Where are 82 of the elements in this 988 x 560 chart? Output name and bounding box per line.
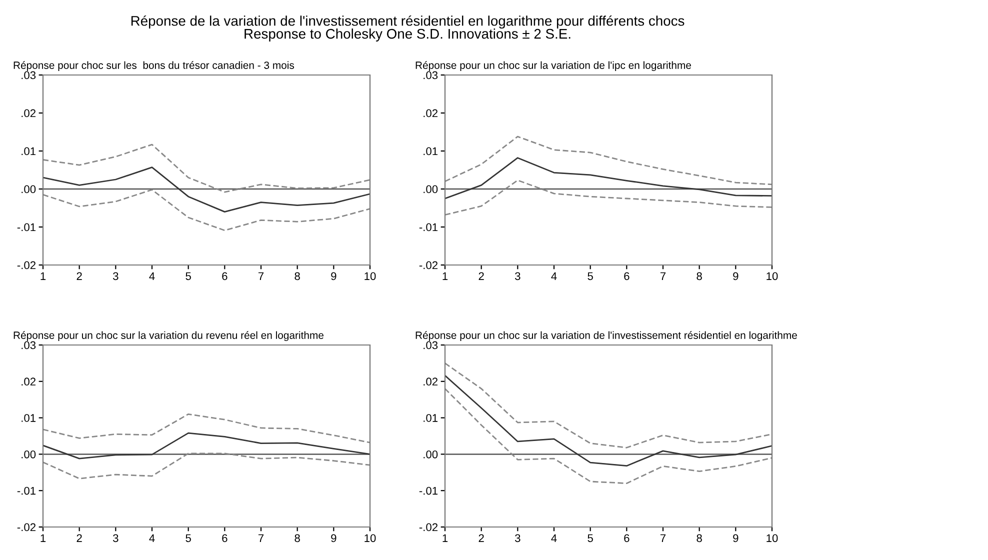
x-tick-label: 1 bbox=[40, 272, 46, 280]
line-series bbox=[43, 432, 370, 460]
y-tick-label: .03 bbox=[22, 341, 36, 350]
y-tick-label: .01 bbox=[424, 414, 438, 422]
x-tick-label: 2 bbox=[76, 272, 82, 280]
y-tick-label: .03 bbox=[424, 71, 438, 80]
y-tick-label: -.02 bbox=[17, 261, 36, 270]
text: Response to Cholesky One S.D. Innovations ± 2 S.E. bbox=[244, 28, 570, 42]
y-tick-label: .01 bbox=[424, 147, 438, 156]
y-tick-label: .03 bbox=[424, 341, 438, 350]
y-tick-label: .01 bbox=[22, 414, 36, 422]
x-tick-label: 4 bbox=[551, 534, 557, 542]
line-series bbox=[43, 189, 370, 232]
y-tick-label: -.01 bbox=[17, 223, 36, 232]
chart-title: Réponse pour choc sur les bons du trésor canadien - 3 mois bbox=[14, 61, 294, 71]
line-series bbox=[445, 180, 772, 216]
chart-title: Réponse pour un choc sur la variation de l'investissement résidentiel en logarithme bbox=[416, 331, 797, 341]
x-tick-label: 1 bbox=[442, 534, 448, 542]
x-tick-label: 10 bbox=[364, 272, 376, 280]
x-tick-label: 7 bbox=[660, 534, 666, 542]
y-tick-label: .00 bbox=[424, 185, 438, 194]
x-tick-label: 5 bbox=[186, 534, 191, 542]
line-series bbox=[445, 388, 772, 484]
x-tick-label: 8 bbox=[294, 272, 300, 280]
y-tick-label: .00 bbox=[22, 450, 36, 458]
y-tick-label: .02 bbox=[424, 109, 438, 118]
text: Réponse de la variation de l'investissement résidentiel en logarithme pour différents chocs bbox=[131, 15, 684, 29]
y-tick-label: .00 bbox=[22, 185, 36, 194]
x-tick-label: 3 bbox=[113, 272, 118, 280]
line-series bbox=[43, 452, 370, 480]
line-series bbox=[445, 157, 772, 200]
chart-title: Réponse pour un choc sur la variation du revenu réel en logarithme bbox=[14, 331, 324, 341]
x-tick-label: 4 bbox=[551, 272, 557, 280]
x-tick-label: 3 bbox=[113, 534, 118, 542]
x-tick-label: 10 bbox=[364, 534, 376, 542]
line-series bbox=[445, 362, 772, 448]
x-tick-label: 10 bbox=[766, 272, 778, 280]
x-tick-label: 1 bbox=[442, 272, 448, 280]
x-tick-label: 9 bbox=[331, 272, 336, 280]
line-series bbox=[43, 166, 370, 212]
x-tick-label: 8 bbox=[696, 534, 702, 542]
x-tick-label: 7 bbox=[660, 272, 666, 280]
y-tick-label: -.02 bbox=[419, 261, 438, 270]
y-tick-label: -.01 bbox=[17, 486, 36, 495]
x-tick-label: 8 bbox=[294, 534, 300, 542]
x-tick-label: 1 bbox=[40, 534, 46, 542]
x-tick-label: 5 bbox=[588, 534, 593, 542]
x-tick-label: 3 bbox=[515, 272, 520, 280]
x-tick-label: 4 bbox=[149, 272, 155, 280]
y-tick-label: -.01 bbox=[419, 223, 438, 232]
line-series bbox=[43, 413, 370, 444]
y-tick-label: .01 bbox=[22, 147, 36, 156]
x-tick-label: 9 bbox=[331, 534, 336, 542]
x-tick-label: 2 bbox=[76, 534, 82, 542]
y-tick-label: .02 bbox=[424, 378, 438, 386]
y-tick-label: -.01 bbox=[419, 486, 438, 495]
y-tick-label: -.02 bbox=[419, 523, 438, 532]
chart-title: Réponse pour un choc sur la variation de l'ipc en logarithme bbox=[416, 61, 691, 71]
x-tick-label: 4 bbox=[149, 534, 155, 542]
x-tick-label: 2 bbox=[478, 534, 484, 542]
y-tick-label: .02 bbox=[22, 109, 36, 118]
x-tick-label: 9 bbox=[733, 272, 738, 280]
x-tick-label: 6 bbox=[624, 272, 630, 280]
line-series bbox=[43, 144, 370, 193]
x-tick-label: 7 bbox=[258, 534, 264, 542]
x-tick-label: 6 bbox=[624, 534, 630, 542]
x-tick-label: 8 bbox=[696, 272, 702, 280]
x-tick-label: 6 bbox=[222, 534, 228, 542]
x-tick-label: 6 bbox=[222, 272, 228, 280]
line-series bbox=[445, 374, 772, 467]
line-series bbox=[445, 136, 772, 186]
x-tick-label: 2 bbox=[478, 272, 484, 280]
x-tick-label: 7 bbox=[258, 272, 264, 280]
y-tick-label: .03 bbox=[22, 71, 36, 80]
x-tick-label: 5 bbox=[186, 272, 191, 280]
x-tick-label: 10 bbox=[766, 534, 778, 542]
y-tick-label: .02 bbox=[22, 378, 36, 386]
y-tick-label: .00 bbox=[424, 450, 438, 458]
y-tick-label: -.02 bbox=[17, 523, 36, 532]
x-tick-label: 9 bbox=[733, 534, 738, 542]
x-tick-label: 5 bbox=[588, 272, 593, 280]
x-tick-label: 3 bbox=[515, 534, 520, 542]
